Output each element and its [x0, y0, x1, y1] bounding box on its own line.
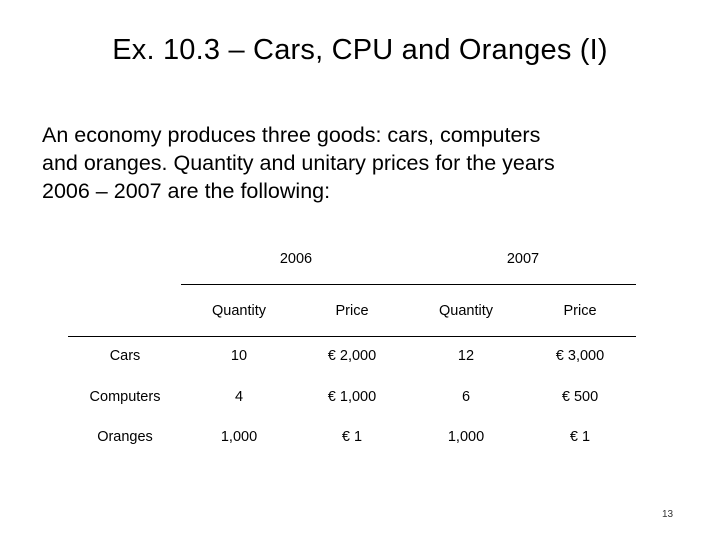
table-rule-header [68, 336, 636, 337]
year-header-2006: 2006 [279, 251, 313, 267]
slide-body-text: An economy produces three goods: cars, c… [42, 121, 682, 205]
table-cell: 4 [234, 389, 244, 405]
column-header-price-2007: Price [563, 303, 597, 319]
table-cell: 6 [461, 389, 471, 405]
row-label: Oranges [97, 429, 153, 445]
body-line: and oranges. Quantity and unitary prices… [42, 151, 555, 175]
table-cell: € 2,000 [327, 348, 377, 364]
column-header-price-2006: Price [335, 303, 369, 319]
table-cell: 1,000 [447, 429, 485, 445]
year-header-2007: 2007 [506, 251, 540, 267]
table-cell: 12 [457, 348, 475, 364]
page-number: 13 [662, 509, 674, 520]
table-rule-top [181, 284, 636, 285]
table-cell: € 1,000 [327, 389, 377, 405]
row-label: Cars [109, 348, 141, 364]
column-header-quantity-2006: Quantity [212, 303, 266, 319]
column-header-quantity-2007: Quantity [439, 303, 493, 319]
table-cell: 10 [230, 348, 248, 364]
body-line: An economy produces three goods: cars, c… [42, 123, 541, 147]
body-line: 2006 – 2007 are the following: [42, 179, 331, 203]
table-cell: € 500 [561, 389, 599, 405]
table-cell: 1,000 [220, 429, 258, 445]
table-cell: € 1 [341, 429, 363, 445]
slide-title: Ex. 10.3 – Cars, CPU and Oranges (I) [112, 34, 608, 66]
row-label: Computers [89, 389, 161, 405]
table-cell: € 3,000 [555, 348, 605, 364]
table-cell: € 1 [569, 429, 591, 445]
